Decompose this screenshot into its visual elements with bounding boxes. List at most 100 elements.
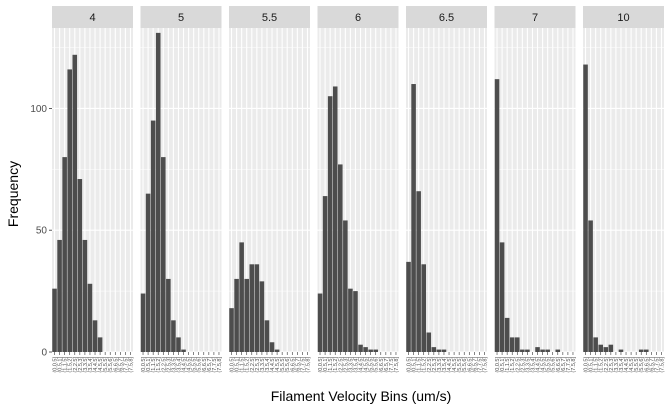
bar [150,120,156,352]
x-tick-label: (0,0.5] [318,357,324,373]
x-tick-label: (1.5,2] [68,357,74,373]
x-tick-label: (6,6.5] [290,357,296,373]
x-tick-label: (6.5,7] [207,357,213,373]
x-tick-label: (5,5.5] [192,357,198,373]
bar [264,320,270,352]
x-tick-label: (3.5,4] [265,357,271,373]
x-tick-label: (1,1.5] [240,357,246,373]
x-tick-label: (3,3.5] [260,357,266,373]
x-tick-label: (1.5,2] [599,357,605,373]
bar [603,347,609,352]
bar [338,164,343,352]
x-tick-label: (7.5,8] [394,357,400,373]
bar [239,242,244,352]
x-tick-label: (4,4.5] [359,357,365,373]
x-tick-label: (1,1.5] [505,357,511,373]
bar [441,349,447,352]
x-tick-label: (2.5,3] [255,357,261,373]
x-tick-label: (2.5,3] [609,357,615,373]
x-tick-label: (6.5,7] [649,357,655,373]
x-tick-label: (3,3.5] [171,357,177,373]
x-tick-label: (1,1.5] [328,357,334,373]
facet-strip-label: 10 [617,12,629,24]
x-tick-label: (7.5,8] [659,357,665,373]
bar [52,288,57,352]
bar [322,196,328,352]
x-tick-label: (5.5,6] [639,357,645,373]
x-tick-label: (3,3.5] [525,357,531,373]
x-tick-label: (0,0.5] [584,357,590,373]
x-tick-label: (7.5,8] [217,357,223,373]
x-tick-label: (0,0.5] [53,357,59,373]
x-tick-label: (7.5,8] [305,357,311,373]
bar [535,347,540,352]
x-axis-title: Filament Velocity Bins (um/s) [271,388,452,404]
bar [411,84,416,352]
x-tick-label: (4.5,5] [541,357,547,373]
bar [520,349,525,352]
x-tick-label: (1.5,2] [156,357,162,373]
facet-panel-5.5: 5.5 (0,0.5] (0.5,1] (1,1.5] (1.5,2] (2,2.5] (2… [229,6,311,373]
bar [373,349,378,352]
bar [87,283,93,352]
x-tick-label: (5,5.5] [546,357,552,373]
x-tick-label: (2.5,3] [520,357,526,373]
x-tick-label: (7,7.5] [654,357,660,373]
x-tick-label: (5.5,6] [551,357,557,373]
x-tick-label: (0.5,1] [146,357,152,373]
bar [269,342,275,352]
x-tick-label: (4,4.5] [447,357,453,373]
x-tick-label: (2,2.5] [250,357,256,373]
x-tick-label: (7,7.5] [389,357,395,373]
bar [274,349,280,352]
x-tick-label: (4,4.5] [182,357,188,373]
y-tick-label: 50 [36,226,48,237]
bar [259,281,265,352]
facet-strip [140,6,222,28]
bar [229,308,234,352]
y-tick-label: 0 [41,348,47,359]
bar [499,242,505,352]
x-tick-label: (4.5,5] [364,357,370,373]
bar [608,344,614,352]
x-tick-label: (6,6.5] [644,357,650,373]
facet-strip-label: 5 [178,12,184,24]
x-tick-label: (2.5,3] [432,357,438,373]
x-tick-label: (1.5,2] [510,357,516,373]
x-tick-label: (6,6.5] [467,357,473,373]
x-tick-label: (2,2.5] [604,357,610,373]
bar [358,344,363,352]
facet-panels: 4(0,0.5] (0.5,1] (1,1.5] (1.5,2] (2,2.5] (2.5… [52,6,665,373]
x-tick-label: (1.5,2] [422,357,428,373]
bar [72,54,78,352]
facet-panel-7: 7 (0,0.5] (0.5,1] (1,1.5] (1.5,2] (2,2.5] (2.5… [494,6,577,373]
x-tick-label: (4.5,5] [629,357,635,373]
bar [97,337,103,352]
bar [343,220,348,352]
facet-strip-label: 4 [89,12,95,24]
bar [327,96,333,352]
x-tick-label: (3,3.5] [437,357,443,373]
panel-background [494,28,576,352]
x-tick-label: (4,4.5] [93,357,99,373]
bar [254,264,260,352]
x-tick-label: (2.5,3] [343,357,349,373]
x-tick-label: (2.5,3] [166,357,172,373]
x-tick-label: (1,1.5] [594,357,600,373]
x-tick-label: (5.5,6] [285,357,291,373]
bar [166,278,171,352]
bar [540,349,545,352]
x-tick-label: (3.5,4] [176,357,182,373]
x-tick-label: (0,0.5] [495,357,501,373]
bar [406,261,411,352]
bar [77,179,83,352]
x-tick-label: (5.5,6] [108,357,114,373]
x-tick-label: (0.5,1] [323,357,329,373]
bar [504,317,510,352]
x-tick-label: (5,5.5] [369,357,375,373]
bar [588,220,593,352]
y-tick-label: 100 [30,104,47,115]
bar [598,344,603,352]
x-tick-label: (3.5,4] [530,357,536,373]
facet-strip [494,6,576,28]
